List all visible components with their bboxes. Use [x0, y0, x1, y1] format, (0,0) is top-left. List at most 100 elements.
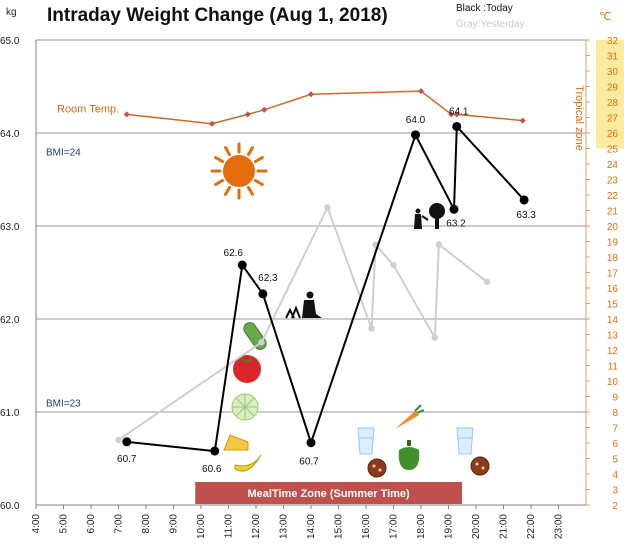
- data-label: 64.0: [406, 115, 426, 126]
- right-tick-label: 5: [612, 455, 618, 466]
- y-tick-label: 65.0: [0, 36, 20, 47]
- tree-crown: [429, 203, 445, 219]
- carrot-icon: [395, 404, 425, 429]
- legend-today: Black :Today: [456, 3, 513, 14]
- pepper-stem: [407, 440, 411, 446]
- x-tick-label: 4:00: [31, 514, 42, 534]
- tomato-body: [233, 355, 261, 383]
- data-label: 63.3: [516, 210, 536, 221]
- sun-ray: [224, 185, 231, 196]
- gridlines: [36, 39, 586, 413]
- right-axis-unit: ℃: [599, 11, 611, 23]
- yesterday-point: [390, 261, 397, 269]
- meal-time-zone-label: MealTime Zone (Summer Time): [248, 488, 411, 500]
- right-tick-label: 31: [607, 52, 619, 63]
- right-tick-label: 27: [607, 114, 619, 125]
- sun-ray: [253, 156, 264, 163]
- yesterday-point: [435, 241, 443, 248]
- temp-point: [519, 117, 526, 124]
- x-tick-label: 9:00: [169, 514, 180, 534]
- right-axis-title: Tropical zone: [573, 85, 585, 151]
- x-tick-label: 6:00: [86, 514, 97, 534]
- series-line: [126, 124, 525, 453]
- series: Room Temp. 60.7 60.6 62.6 62.3 60.7 64.0 63.2 64…: [57, 88, 536, 475]
- x-tick-label: 22:00: [526, 514, 537, 539]
- tree-watering-icon: [414, 203, 445, 229]
- right-tick-label: 14: [607, 315, 619, 326]
- tropical-zone-band: [596, 40, 624, 149]
- temp-point: [448, 111, 455, 118]
- cookie-body: [470, 456, 490, 476]
- right-tick-label: 16: [607, 284, 619, 295]
- sun-ray: [214, 156, 225, 163]
- x-tick-label: 5:00: [59, 514, 70, 534]
- pepper-body: [398, 447, 420, 470]
- right-tick-label: 32: [607, 36, 619, 47]
- banana-icon: [234, 454, 262, 472]
- right-tick-label: 29: [607, 83, 619, 94]
- axes: 60.061.062.063.064.065.02345678910111213…: [0, 36, 618, 539]
- sun-ray: [253, 179, 264, 186]
- right-tick-label: 13: [607, 331, 619, 342]
- cheese-icon: [223, 434, 249, 451]
- yesterday-point: [115, 436, 122, 444]
- decorative-icons: [210, 142, 490, 478]
- today-point: [449, 204, 459, 214]
- water-glass-icon: [357, 427, 375, 455]
- x-tick-label: 15:00: [334, 514, 345, 539]
- today-point: [210, 446, 220, 456]
- today-point: [411, 130, 420, 140]
- sun-icon: [210, 142, 268, 200]
- temp-point: [453, 111, 460, 118]
- sun-ray: [224, 146, 231, 157]
- carrot-body: [395, 411, 419, 429]
- right-tick-label: 8: [612, 408, 618, 419]
- cookie-chip: [372, 464, 376, 468]
- yesterday-point: [258, 339, 265, 346]
- cookie-icon: [367, 458, 387, 478]
- y-tick-label: 63.0: [0, 222, 20, 233]
- data-label: 60.6: [202, 464, 222, 475]
- cheese-body: [223, 434, 249, 451]
- x-tick-label: 19:00: [444, 514, 455, 539]
- data-label: 62.6: [224, 248, 244, 259]
- x-tick-label: 12:00: [251, 514, 262, 539]
- banana-body: [234, 454, 262, 472]
- sun-ray: [214, 179, 225, 186]
- person-body: [414, 214, 422, 229]
- right-tick-label: 6: [612, 439, 618, 450]
- series-line: [117, 204, 488, 441]
- right-tick-label: 26: [607, 129, 619, 140]
- bmi-label: BMI=24: [46, 148, 81, 159]
- water-glass-icon: [456, 427, 474, 455]
- reference-lines: BMI=24 BMI=23: [46, 148, 81, 410]
- cookie-chip: [475, 462, 479, 466]
- right-tick-label: 28: [607, 98, 619, 109]
- today-point: [306, 438, 316, 448]
- y-tick-label: 60.0: [0, 501, 20, 512]
- temp-point: [418, 88, 424, 95]
- data-label: 62.3: [258, 273, 278, 284]
- x-tick-label: 23:00: [554, 514, 565, 539]
- temp-point: [261, 106, 268, 113]
- cookie-chip: [481, 466, 485, 470]
- right-tick-label: 20: [607, 222, 619, 233]
- watering-can: [421, 215, 429, 221]
- data-label: 63.2: [446, 218, 466, 229]
- meal-time-zone: [195, 482, 462, 504]
- glass-body: [456, 427, 474, 455]
- x-tick-label: 16:00: [361, 514, 372, 539]
- x-tick-label: 17:00: [389, 514, 400, 539]
- today-point: [258, 289, 268, 299]
- chart-title: Intraday Weight Change (Aug 1, 2018): [47, 5, 388, 26]
- sun-ray: [247, 185, 254, 196]
- tomato-icon: [233, 355, 261, 383]
- cookie-chip: [378, 468, 382, 472]
- x-tick-label: 20:00: [471, 514, 482, 539]
- today-point: [122, 437, 132, 447]
- y-tick-label: 62.0: [0, 315, 20, 326]
- x-tick-label: 8:00: [141, 514, 152, 534]
- x-tick-label: 21:00: [499, 514, 510, 539]
